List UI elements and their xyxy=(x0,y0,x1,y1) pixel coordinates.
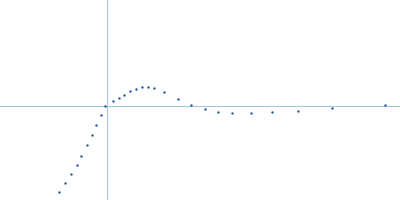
Point xyxy=(248,111,254,114)
Point xyxy=(89,134,95,137)
Point xyxy=(329,107,336,110)
Point xyxy=(98,113,104,117)
Point xyxy=(138,85,145,88)
Point xyxy=(295,109,301,112)
Point xyxy=(132,87,139,91)
Point xyxy=(188,103,194,106)
Point xyxy=(269,110,276,113)
Point xyxy=(116,97,122,100)
Point xyxy=(150,86,157,90)
Point xyxy=(120,93,127,96)
Point xyxy=(161,91,167,94)
Point xyxy=(174,98,181,101)
Point xyxy=(228,111,235,114)
Point xyxy=(56,190,62,193)
Point xyxy=(74,163,80,166)
Point xyxy=(50,199,56,200)
Point xyxy=(62,181,68,184)
Point xyxy=(144,85,151,88)
Point xyxy=(68,172,74,175)
Point xyxy=(215,110,221,113)
Point xyxy=(84,144,91,147)
Point xyxy=(382,103,388,106)
Point xyxy=(102,104,109,108)
Point xyxy=(202,108,208,111)
Point xyxy=(110,100,116,103)
Point xyxy=(78,154,85,157)
Point xyxy=(126,90,133,93)
Point xyxy=(93,124,100,127)
